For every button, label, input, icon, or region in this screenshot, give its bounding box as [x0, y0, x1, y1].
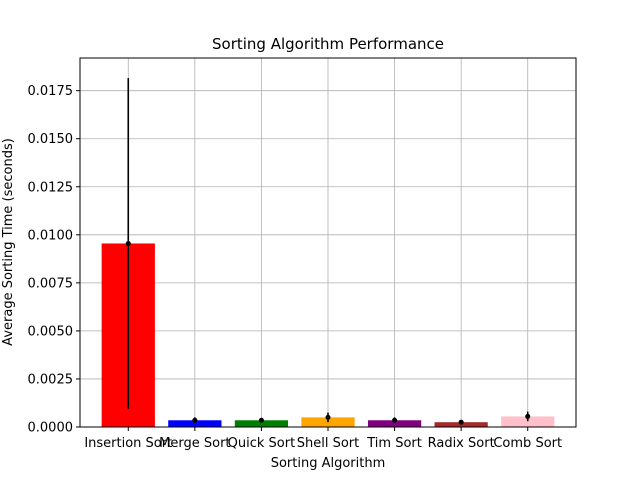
x-tick-label: Shell Sort: [297, 436, 360, 451]
mean-marker: [392, 417, 398, 423]
y-tick-label: 0.0025: [28, 372, 74, 387]
bar: [367, 420, 422, 427]
mean-marker: [525, 413, 531, 419]
x-tick-label: Tim Sort: [366, 436, 422, 451]
y-tick-label: 0.0150: [28, 132, 74, 147]
y-tick-label: 0.0000: [28, 421, 74, 436]
bar: [234, 420, 289, 427]
bar: [501, 416, 555, 427]
grid-lines: [80, 58, 576, 428]
x-axis-label: Sorting Algorithm: [271, 456, 386, 471]
mean-marker: [458, 419, 464, 425]
y-tick-label: 0.0050: [28, 324, 74, 339]
y-axis-ticks: 0.0000 0.0025 0.0050 0.0075 0.0100 0.0125 0.01…: [28, 84, 80, 436]
x-tick-label: Radix Sort: [428, 436, 495, 451]
x-tick-label: Quick Sort: [228, 436, 296, 451]
y-tick-label: 0.0100: [28, 228, 74, 243]
mean-marker: [125, 240, 131, 246]
y-tick-label: 0.0175: [28, 84, 74, 99]
x-tick-label: Insertion Sort: [84, 436, 172, 451]
mean-marker: [258, 417, 264, 423]
mean-marker: [192, 417, 198, 423]
y-tick-label: 0.0125: [28, 180, 74, 195]
y-axis-label: Average Sorting Time (seconds): [1, 138, 16, 346]
x-tick-label: Merge Sort: [159, 436, 230, 451]
y-tick-label: 0.0075: [28, 276, 74, 291]
mean-marker: [325, 414, 331, 420]
x-tick-label: Comb Sort: [493, 436, 562, 451]
error-bars: [125, 78, 531, 425]
bar: [168, 420, 222, 427]
chart-title: Sorting Algorithm Performance: [212, 35, 444, 53]
